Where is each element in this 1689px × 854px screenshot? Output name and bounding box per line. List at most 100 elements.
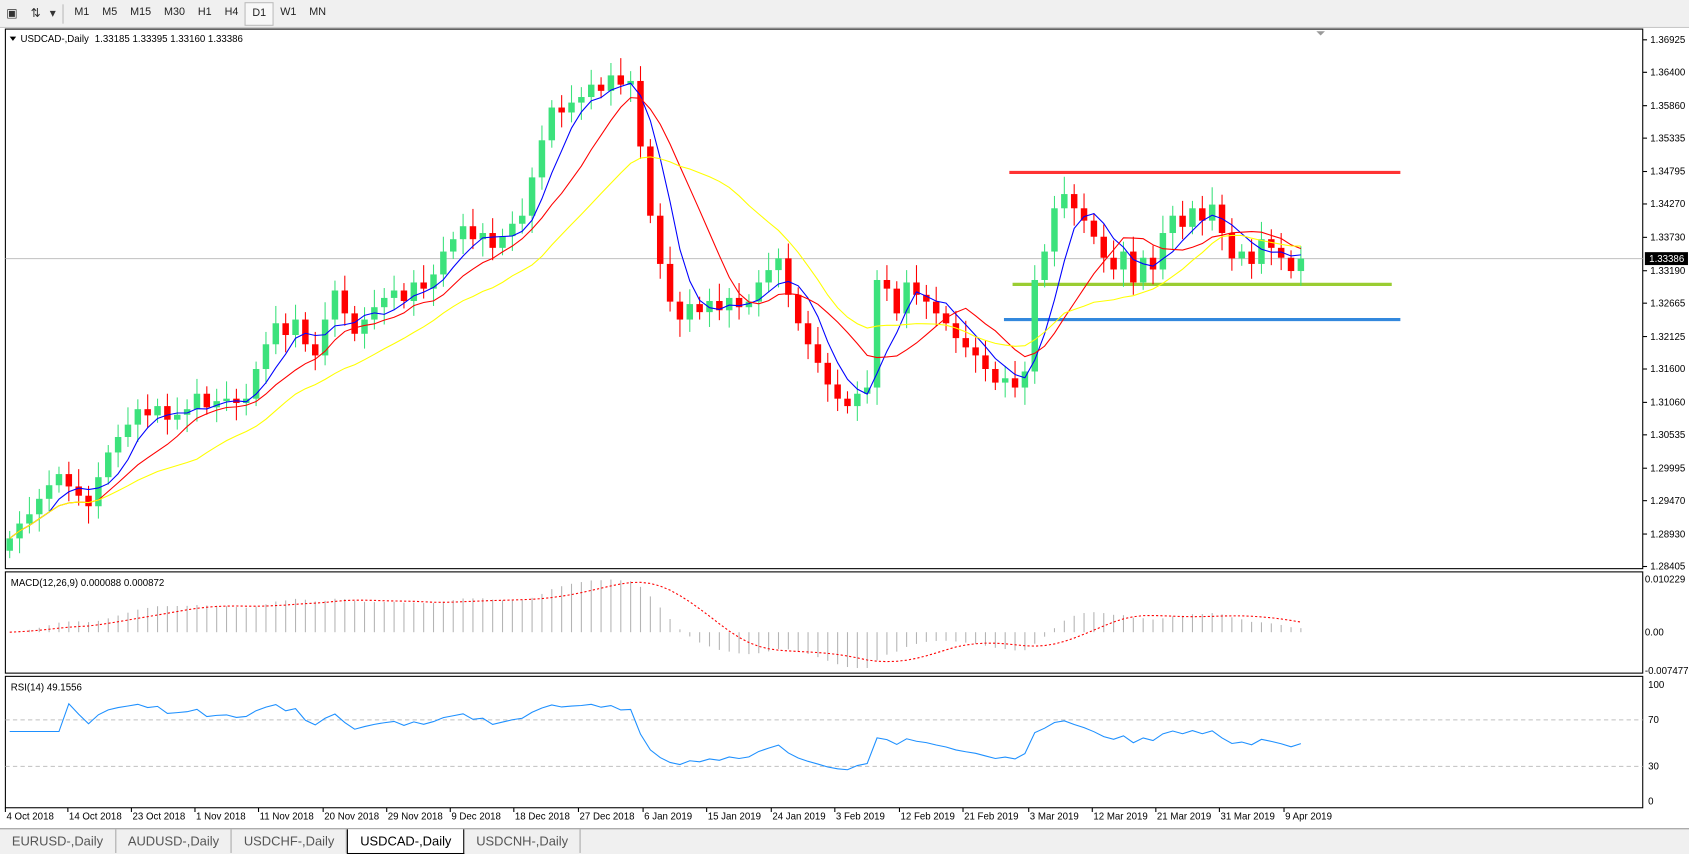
candle-body: [164, 406, 171, 420]
date-axis-label: 3 Mar 2019: [1030, 812, 1079, 823]
candle-body: [36, 498, 43, 515]
candle-body: [1179, 215, 1186, 227]
candle-body: [755, 282, 763, 302]
candle-body: [617, 75, 625, 85]
candle-body: [854, 393, 861, 407]
price-axis-label: 1.32665: [1650, 298, 1685, 309]
candle-body: [1100, 236, 1107, 258]
candle-body: [45, 485, 53, 499]
candle-body: [568, 102, 575, 113]
toolbar-separator: [62, 3, 64, 24]
candle-body: [154, 406, 161, 416]
text-tool-icon[interactable]: ▣: [6, 7, 18, 21]
candle-body: [597, 84, 605, 91]
price-axis-label: 1.33190: [1650, 266, 1686, 277]
candle-body: [223, 398, 230, 402]
candle-body: [203, 393, 211, 408]
candle-body: [1287, 257, 1295, 272]
tab-usdcnh[interactable]: USDCNH-,Daily: [464, 829, 582, 853]
current-price-badge: [1644, 252, 1688, 266]
tab-eurusd[interactable]: EURUSD-,Daily: [0, 829, 117, 853]
candle-body: [982, 355, 989, 370]
candle-body: [124, 424, 132, 438]
candle-body: [390, 290, 398, 298]
chart-area[interactable]: 1.36925 1.36400 1.35860 1.35335 1.34795 1.342…: [0, 28, 1689, 827]
candle-body: [893, 288, 901, 314]
price-axis-label: 1.35335: [1650, 133, 1685, 144]
candle-body: [292, 319, 299, 336]
price-axis-label: 1.36925: [1650, 35, 1685, 46]
candle-body: [794, 294, 802, 324]
timeframe-m30[interactable]: M30: [164, 5, 185, 18]
candle-body: [499, 236, 506, 248]
macd-axis-label: -0.007477: [1645, 666, 1689, 677]
candle-body: [440, 251, 447, 275]
candle-body: [1021, 371, 1029, 388]
candle-body: [1070, 194, 1078, 209]
timeframe-mn[interactable]: MN: [309, 5, 327, 18]
candle-body: [587, 84, 595, 98]
tab-audusd[interactable]: AUDUSD-,Daily: [116, 829, 233, 853]
collapse-triangle-icon[interactable]: [9, 36, 17, 41]
candle-body: [1061, 194, 1068, 209]
candle-body: [26, 514, 33, 524]
candle-body: [1208, 204, 1216, 221]
arrows-tool-icon[interactable]: ⇅: [30, 7, 41, 21]
candle-body: [469, 226, 477, 240]
candle-body: [341, 290, 349, 314]
candle-body: [174, 414, 181, 420]
timeframe-w1[interactable]: W1: [280, 5, 297, 18]
candle-body: [351, 313, 358, 334]
candle-body: [243, 398, 250, 404]
price-axis-label: 1.28405: [1650, 562, 1685, 573]
rsi-panel: [4, 675, 1644, 809]
candle-body: [785, 258, 792, 295]
date-axis-label: 15 Jan 2019: [708, 812, 761, 823]
tab-usdchf[interactable]: USDCHF-,Daily: [232, 829, 348, 853]
candle-body: [656, 215, 664, 264]
shift-marker-icon: [1316, 31, 1325, 36]
candle-body: [183, 409, 191, 415]
macd-axis-label: 0.010229: [1645, 575, 1685, 586]
tab-usdcad[interactable]: USDCAD-,Daily: [347, 829, 465, 854]
timeframe-m5[interactable]: M5: [102, 5, 118, 18]
date-axis-label: 23 Oct 2018: [132, 812, 185, 823]
candle-body: [55, 474, 63, 486]
candle-body: [6, 538, 13, 551]
date-axis-label: 29 Nov 2018: [388, 812, 443, 823]
date-axis-label: 20 Nov 2018: [324, 812, 379, 823]
timeframe-m15[interactable]: M15: [130, 5, 152, 18]
candle-body: [725, 297, 733, 311]
dropdown-icon[interactable]: ▾: [49, 7, 56, 21]
candle-body: [1258, 239, 1265, 264]
date-axis-label: 3 Feb 2019: [836, 812, 885, 823]
timeframe-m1[interactable]: M1: [74, 5, 90, 18]
rsi-line: [9, 702, 1302, 771]
timeframe-d1[interactable]: D1: [244, 1, 274, 26]
date-axis-label: 18 Dec 2018: [515, 812, 570, 823]
candle-body: [538, 140, 546, 178]
timeframe-h1[interactable]: H1: [197, 5, 212, 18]
candle-body: [1001, 378, 1009, 383]
candle-body: [716, 301, 723, 311]
price-axis-label: 1.34270: [1650, 199, 1686, 210]
toolbar: ▣ ⇅ ▾ M1 M5 M15 M30 H1 H4 D1 W1 MN: [0, 0, 1689, 29]
price-axis-label: 1.34795: [1650, 167, 1685, 178]
candle-body: [548, 107, 556, 141]
candle-body: [775, 258, 782, 271]
rsi-title: RSI(14) 49.1556: [11, 682, 82, 693]
date-axis-label: 14 Oct 2018: [69, 812, 122, 823]
candle-body: [479, 233, 487, 240]
candle-body: [450, 239, 457, 252]
price-axis-label: 1.28930: [1650, 529, 1686, 540]
macd-signal-line: [9, 581, 1301, 663]
candle-body: [528, 177, 536, 216]
timeframe-h4[interactable]: H4: [224, 5, 239, 18]
moving-average-slow: [9, 156, 1301, 539]
moving-average-mid: [9, 97, 1302, 539]
date-axis-label: 24 Jan 2019: [772, 812, 825, 823]
candle-body: [400, 290, 408, 302]
candle-body: [1277, 247, 1285, 258]
candle-body: [75, 486, 82, 496]
chart-tabs: EURUSD-,Daily AUDUSD-,Daily USDCHF-,Daily U…: [0, 828, 1689, 854]
